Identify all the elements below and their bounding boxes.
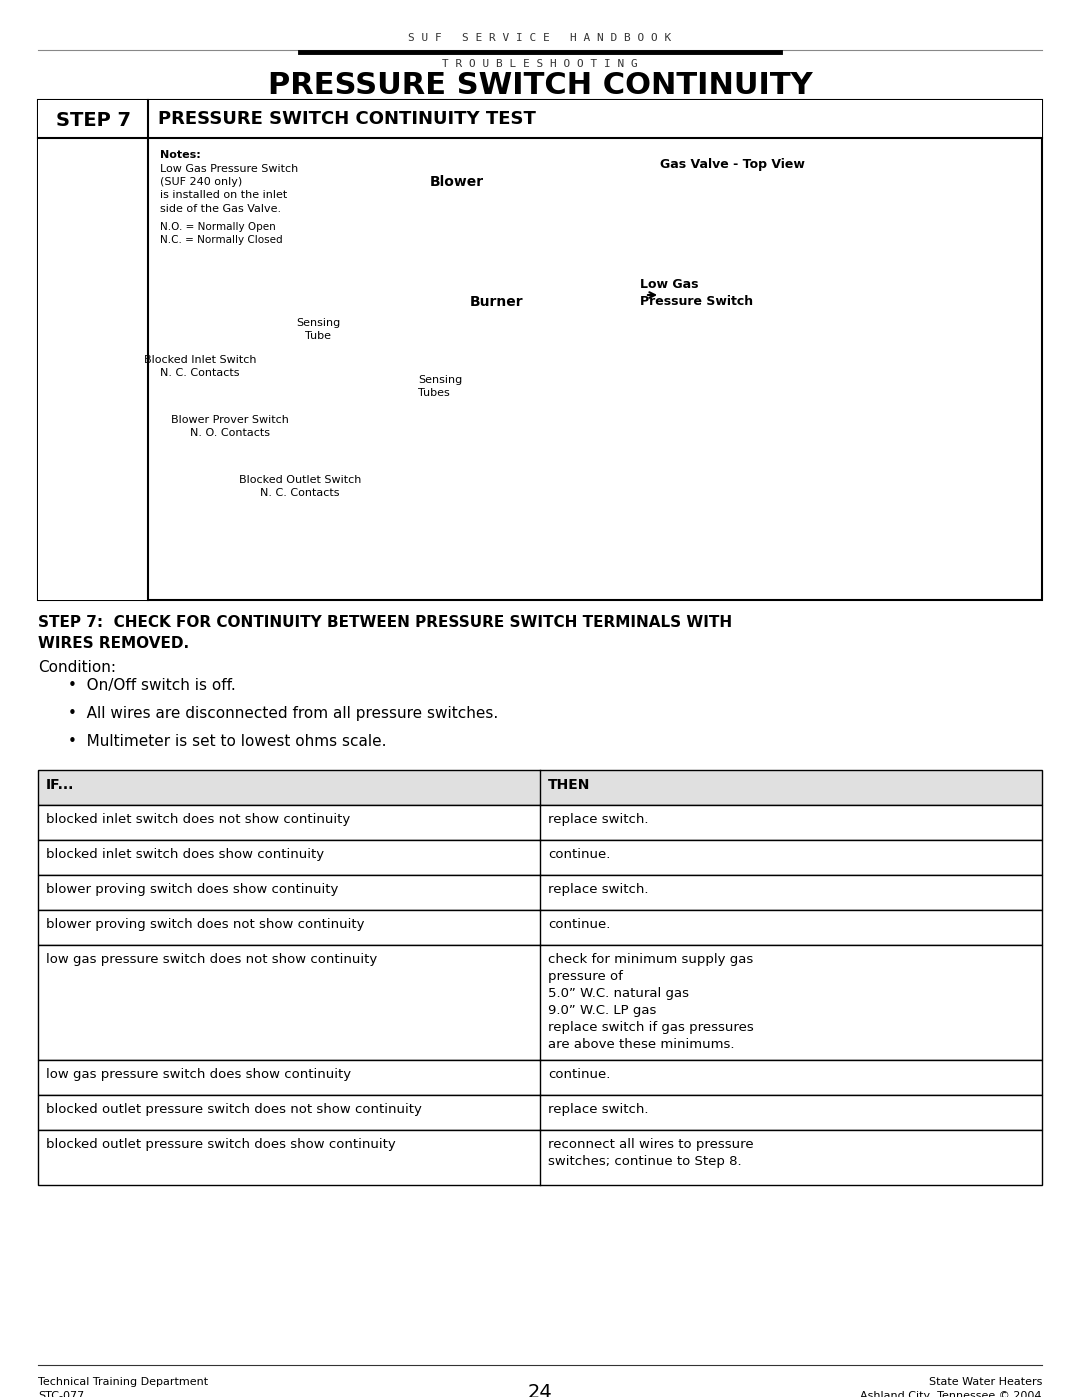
Bar	[38, 805, 1042, 840]
Text: Low Gas Pressure Switch
(SUF 240 only)
is installed on the inlet
side of the Gas: Low Gas Pressure Switch (SUF 240 only) i…	[160, 163, 298, 214]
Text: blocked outlet pressure switch does show continuity: blocked outlet pressure switch does show…	[46, 1139, 395, 1151]
Text: Blocked Outlet Switch
N. C. Contacts: Blocked Outlet Switch N. C. Contacts	[239, 475, 361, 499]
Text: T R O U B L E S H O O T I N G: T R O U B L E S H O O T I N G	[442, 59, 638, 68]
Text: STEP 7:  CHECK FOR CONTINUITY BETWEEN PRESSURE SWITCH TERMINALS WITH
WIRES REMOV: STEP 7: CHECK FOR CONTINUITY BETWEEN PRE…	[38, 615, 732, 651]
Text: •  All wires are disconnected from all pressure switches.: • All wires are disconnected from all pr…	[68, 705, 498, 721]
Text: blower proving switch does show continuity: blower proving switch does show continui…	[46, 883, 338, 895]
Text: •  Multimeter is set to lowest ohms scale.: • Multimeter is set to lowest ohms scale…	[68, 733, 387, 749]
Text: low gas pressure switch does not show continuity: low gas pressure switch does not show co…	[46, 953, 377, 965]
Bar	[38, 1095, 1042, 1130]
Text: replace switch.: replace switch.	[548, 813, 648, 826]
Text: blower proving switch does not show continuity: blower proving switch does not show cont…	[46, 918, 365, 930]
Text: Blower Prover Switch
N. O. Contacts: Blower Prover Switch N. O. Contacts	[171, 415, 289, 439]
Text: Low Gas
Pressure Switch: Low Gas Pressure Switch	[640, 278, 753, 307]
Text: Sensing
Tube: Sensing Tube	[296, 319, 340, 341]
Bar	[38, 101, 148, 599]
Text: Gas Valve - Top View: Gas Valve - Top View	[660, 158, 805, 170]
Text: STEP 7: STEP 7	[55, 110, 131, 130]
Text: Condition:: Condition:	[38, 659, 116, 675]
Bar	[38, 909, 1042, 944]
Bar	[148, 101, 1042, 138]
Bar	[38, 944, 1042, 1060]
Bar	[38, 770, 1042, 805]
Text: blocked outlet pressure switch does not show continuity: blocked outlet pressure switch does not …	[46, 1104, 422, 1116]
Text: Burner: Burner	[470, 295, 524, 309]
Text: 24: 24	[528, 1383, 552, 1397]
Text: continue.: continue.	[548, 918, 610, 930]
Text: continue.: continue.	[548, 1067, 610, 1081]
Text: PRESSURE SWITCH CONTINUITY TEST: PRESSURE SWITCH CONTINUITY TEST	[158, 110, 536, 129]
Text: Sensing
Tubes: Sensing Tubes	[418, 374, 462, 398]
Bar	[38, 1130, 1042, 1185]
Text: Blower: Blower	[430, 175, 484, 189]
Text: Notes:: Notes:	[160, 149, 201, 161]
Text: IF...: IF...	[46, 778, 75, 792]
Text: •  On/Off switch is off.: • On/Off switch is off.	[68, 678, 235, 693]
Text: Blocked Inlet Switch
N. C. Contacts: Blocked Inlet Switch N. C. Contacts	[144, 355, 256, 379]
Text: Technical Training Department: Technical Training Department	[38, 1377, 208, 1387]
Bar	[38, 101, 1042, 599]
Text: S U F   S E R V I C E   H A N D B O O K: S U F S E R V I C E H A N D B O O K	[408, 34, 672, 43]
Bar	[38, 875, 1042, 909]
Text: THEN: THEN	[548, 778, 591, 792]
Text: blocked inlet switch does show continuity: blocked inlet switch does show continuit…	[46, 848, 324, 861]
Bar	[38, 840, 1042, 875]
Text: blocked inlet switch does not show continuity: blocked inlet switch does not show conti…	[46, 813, 350, 826]
Text: low gas pressure switch does show continuity: low gas pressure switch does show contin…	[46, 1067, 351, 1081]
Text: reconnect all wires to pressure
switches; continue to Step 8.: reconnect all wires to pressure switches…	[548, 1139, 754, 1168]
Text: continue.: continue.	[548, 848, 610, 861]
Text: PRESSURE SWITCH CONTINUITY: PRESSURE SWITCH CONTINUITY	[268, 71, 812, 101]
Text: State Water Heaters: State Water Heaters	[929, 1377, 1042, 1387]
Text: replace switch.: replace switch.	[548, 883, 648, 895]
Bar	[38, 1060, 1042, 1095]
Text: STC-077: STC-077	[38, 1391, 84, 1397]
Text: check for minimum supply gas
pressure of
5.0” W.C. natural gas
9.0” W.C. LP gas
: check for minimum supply gas pressure of…	[548, 953, 754, 1051]
Text: replace switch.: replace switch.	[548, 1104, 648, 1116]
Text: Ashland City, Tennessee © 2004: Ashland City, Tennessee © 2004	[861, 1391, 1042, 1397]
Text: N.O. = Normally Open
N.C. = Normally Closed: N.O. = Normally Open N.C. = Normally Clo…	[160, 222, 283, 246]
